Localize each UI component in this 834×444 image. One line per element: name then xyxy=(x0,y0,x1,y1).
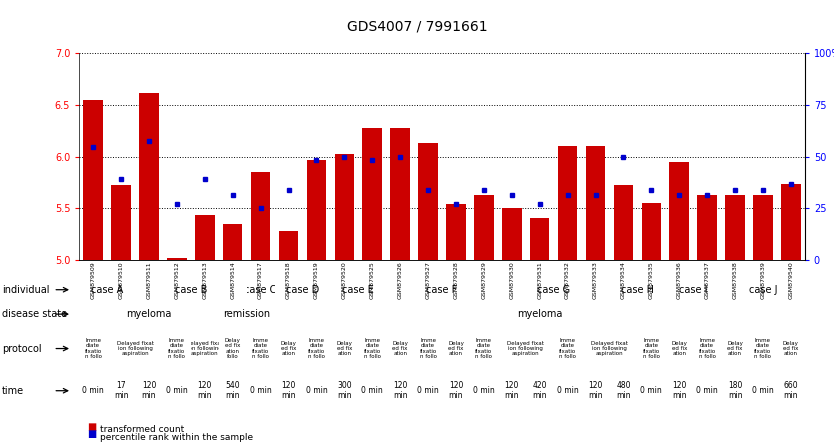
Text: Imme
diate
fixatio
n follo: Imme diate fixatio n follo xyxy=(559,338,576,359)
Text: transformed count: transformed count xyxy=(100,425,184,434)
Text: case D: case D xyxy=(286,285,319,295)
Text: case A: case A xyxy=(91,285,123,295)
Text: 0 min: 0 min xyxy=(473,386,495,395)
Text: Imme
diate
fixatio
n follo: Imme diate fixatio n follo xyxy=(643,338,660,359)
Bar xyxy=(474,195,494,260)
Text: disease state: disease state xyxy=(2,309,67,319)
Text: 120
min: 120 min xyxy=(672,381,686,400)
Text: percentile rank within the sample: percentile rank within the sample xyxy=(100,433,254,442)
Text: Imme
diate
fixatio
n follo: Imme diate fixatio n follo xyxy=(84,338,102,359)
Text: 480
min: 480 min xyxy=(616,381,631,400)
Text: 660
min: 660 min xyxy=(784,381,798,400)
Bar xyxy=(419,143,438,260)
Text: protocol: protocol xyxy=(2,344,42,353)
Text: ■: ■ xyxy=(88,429,97,440)
Text: 120
min: 120 min xyxy=(393,381,408,400)
Text: myeloma: myeloma xyxy=(517,309,562,319)
Text: case B: case B xyxy=(174,285,207,295)
Bar xyxy=(167,258,187,260)
Text: case J: case J xyxy=(749,285,777,295)
Text: Delay
ed fix
ation: Delay ed fix ation xyxy=(392,341,408,357)
Bar xyxy=(585,146,605,260)
Text: case H: case H xyxy=(620,285,654,295)
Text: 120
min: 120 min xyxy=(449,381,463,400)
Bar xyxy=(307,159,326,260)
Bar xyxy=(614,186,633,260)
Text: 420
min: 420 min xyxy=(532,381,547,400)
Text: Delay
ed fix
ation: Delay ed fix ation xyxy=(448,341,464,357)
Text: 120
min: 120 min xyxy=(281,381,296,400)
Bar xyxy=(530,218,550,260)
Text: Imme
diate
fixatio
n follo: Imme diate fixatio n follo xyxy=(308,338,325,359)
Text: 300
min: 300 min xyxy=(337,381,352,400)
Text: 120
min: 120 min xyxy=(142,381,156,400)
Text: 0 min: 0 min xyxy=(305,386,327,395)
Text: Delayed fixat
ion following
aspiration: Delayed fixat ion following aspiration xyxy=(186,341,224,357)
Bar xyxy=(223,224,243,260)
Text: Imme
diate
fixatio
n follo: Imme diate fixatio n follo xyxy=(420,338,437,359)
Text: GDS4007 / 7991661: GDS4007 / 7991661 xyxy=(347,20,487,34)
Bar xyxy=(251,172,270,260)
Text: 180
min: 180 min xyxy=(728,381,742,400)
Text: 0 min: 0 min xyxy=(696,386,718,395)
Text: case I: case I xyxy=(679,285,707,295)
Text: 0 min: 0 min xyxy=(417,386,439,395)
Text: case C: case C xyxy=(244,285,277,295)
Text: Delayed fixat
ion following
aspiration: Delayed fixat ion following aspiration xyxy=(117,341,153,357)
Text: 0 min: 0 min xyxy=(361,386,383,395)
Bar xyxy=(279,231,299,260)
Text: remission: remission xyxy=(224,309,270,319)
Text: Delayed fixat
ion following
aspiration: Delayed fixat ion following aspiration xyxy=(507,341,544,357)
Text: Imme
diate
fixatio
n follo: Imme diate fixatio n follo xyxy=(699,338,716,359)
Text: 120
min: 120 min xyxy=(505,381,519,400)
Text: Delayed fixat
ion following
aspiration: Delayed fixat ion following aspiration xyxy=(591,341,628,357)
Text: Imme
diate
fixatio
n follo: Imme diate fixatio n follo xyxy=(168,338,185,359)
Bar xyxy=(334,155,354,260)
Text: 540
min: 540 min xyxy=(225,381,240,400)
Bar xyxy=(558,146,577,260)
Bar xyxy=(195,215,214,260)
Bar xyxy=(781,184,801,260)
Text: 120
min: 120 min xyxy=(198,381,212,400)
Text: Imme
diate
fixatio
n follo: Imme diate fixatio n follo xyxy=(252,338,269,359)
Text: Delay
ed fix
ation: Delay ed fix ation xyxy=(336,341,352,357)
Text: 17
min: 17 min xyxy=(113,381,128,400)
Bar xyxy=(139,92,158,260)
Text: 120
min: 120 min xyxy=(588,381,603,400)
Text: Imme
diate
fixatio
n follo: Imme diate fixatio n follo xyxy=(364,338,381,359)
Text: Imme
diate
fixatio
n follo: Imme diate fixatio n follo xyxy=(475,338,493,359)
Bar xyxy=(502,208,521,260)
Text: 0 min: 0 min xyxy=(641,386,662,395)
Text: case F: case F xyxy=(426,285,458,295)
Text: 0 min: 0 min xyxy=(557,386,579,395)
Bar xyxy=(390,127,410,260)
Text: Delay
ed fix
ation: Delay ed fix ation xyxy=(671,341,687,357)
Bar xyxy=(446,204,465,260)
Text: 0 min: 0 min xyxy=(83,386,104,395)
Bar xyxy=(670,162,689,260)
Bar xyxy=(753,195,773,260)
Bar xyxy=(111,186,131,260)
Text: ■: ■ xyxy=(88,422,97,432)
Text: Delay
ed fix
ation: Delay ed fix ation xyxy=(783,341,799,357)
Bar xyxy=(726,195,745,260)
Text: 0 min: 0 min xyxy=(752,386,774,395)
Text: individual: individual xyxy=(2,285,49,295)
Text: 0 min: 0 min xyxy=(166,386,188,395)
Text: time: time xyxy=(2,386,24,396)
Bar xyxy=(83,100,103,260)
Text: case E: case E xyxy=(343,285,374,295)
Text: Imme
diate
fixatio
n follo: Imme diate fixatio n follo xyxy=(754,338,771,359)
Bar xyxy=(641,203,661,260)
Text: Delay
ed fix
ation: Delay ed fix ation xyxy=(280,341,296,357)
Text: Delay
ed fix
ation
follo: Delay ed fix ation follo xyxy=(225,338,241,359)
Text: case G: case G xyxy=(537,285,570,295)
Text: myeloma: myeloma xyxy=(126,309,172,319)
Text: 0 min: 0 min xyxy=(249,386,272,395)
Bar xyxy=(363,127,382,260)
Bar xyxy=(697,195,717,260)
Text: Delay
ed fix
ation: Delay ed fix ation xyxy=(727,341,743,357)
